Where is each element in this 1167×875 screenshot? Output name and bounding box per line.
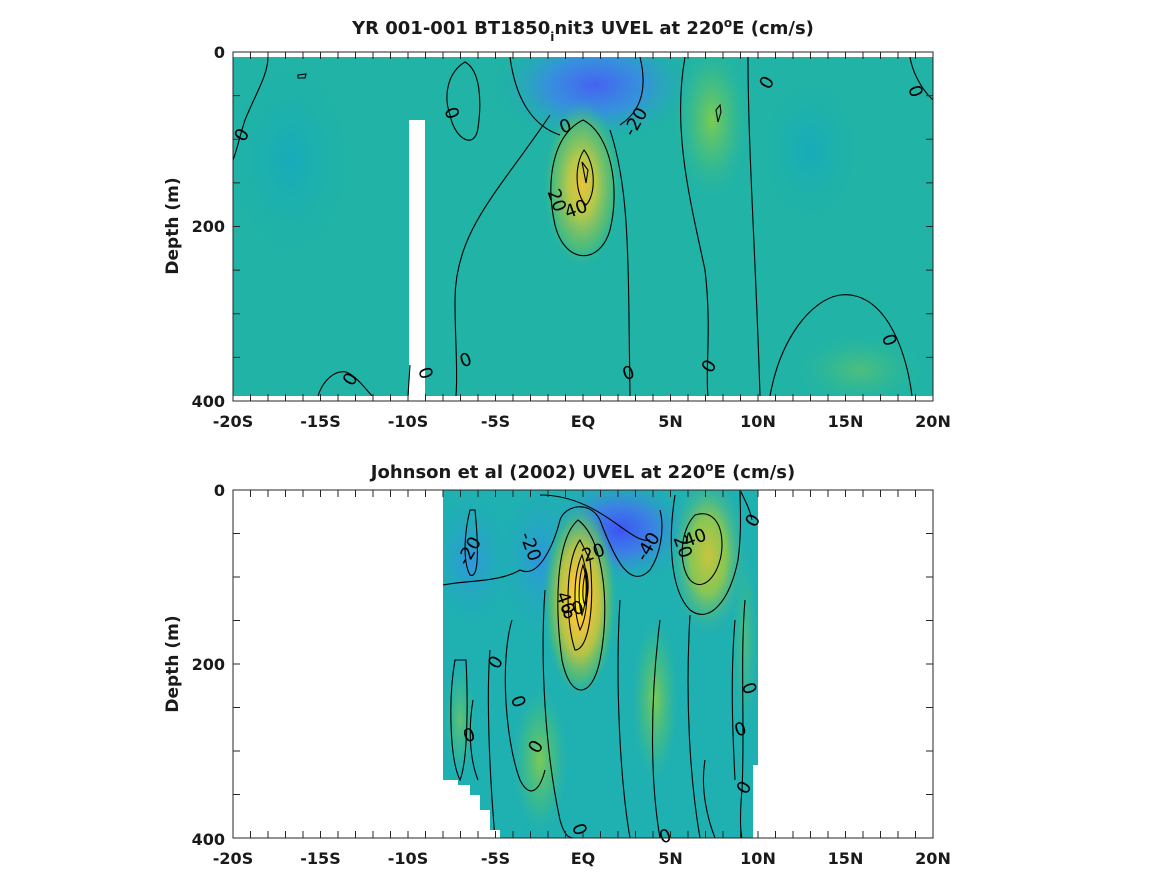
top-y-tick-400: 400 (192, 392, 225, 411)
bottom-x-tick-1: -15S (300, 849, 340, 868)
bottom-x-tick-2: -10S (388, 849, 428, 868)
top-masked-column (409, 120, 425, 396)
bottom-y-axis-label: Depth (m) (163, 615, 183, 712)
bottom-x-tick-labels: -20S -15S -10S -5S EQ 5N 10N 15N 20N (213, 849, 951, 868)
bottom-chart: Johnson et al (2002) UVEL at 220oE (cm/s… (163, 460, 951, 868)
top-x-tick-0: -20S (213, 412, 253, 431)
top-x-tick-8: 20N (915, 412, 951, 431)
top-y-tick-0: 0 (214, 43, 225, 62)
top-y-axis-label: Depth (m) (163, 177, 183, 274)
bottom-x-tick-6: 10N (740, 849, 776, 868)
bottom-chart-title: Johnson et al (2002) UVEL at 220oE (cm/s… (369, 460, 796, 483)
top-x-tick-4: EQ (571, 412, 596, 431)
top-heatmap (233, 57, 933, 396)
bottom-x-tick-7: 15N (828, 849, 864, 868)
bottom-y-tick-0: 0 (214, 481, 225, 500)
top-x-tick-7: 15N (828, 412, 864, 431)
top-ticks (232, 51, 934, 402)
top-x-tick-5: 5N (658, 412, 683, 431)
top-x-tick-labels: -20S -15S -10S -5S EQ 5N 10N 15N 20N (213, 412, 951, 431)
top-chart: YR 001-001 BT1850init3 UVEL at 220oE (cm… (163, 16, 951, 431)
top-x-tick-3: -5S (481, 412, 510, 431)
bottom-x-tick-0: -20S (213, 849, 253, 868)
bottom-ticks (232, 489, 934, 839)
bottom-x-tick-8: 20N (915, 849, 951, 868)
top-x-tick-6: 10N (740, 412, 776, 431)
bottom-y-tick-200: 200 (192, 655, 225, 674)
top-chart-title: YR 001-001 BT1850init3 UVEL at 220oE (cm… (351, 16, 814, 44)
bottom-x-tick-5: 5N (658, 849, 683, 868)
top-x-tick-2: -10S (388, 412, 428, 431)
bottom-x-tick-3: -5S (481, 849, 510, 868)
top-y-tick-200: 200 (192, 217, 225, 236)
bottom-y-tick-400: 400 (192, 830, 225, 849)
bottom-heatmap (443, 490, 758, 838)
top-contours (233, 57, 933, 396)
bottom-contours (443, 490, 753, 838)
top-x-tick-1: -15S (300, 412, 340, 431)
bottom-x-tick-4: EQ (571, 849, 596, 868)
